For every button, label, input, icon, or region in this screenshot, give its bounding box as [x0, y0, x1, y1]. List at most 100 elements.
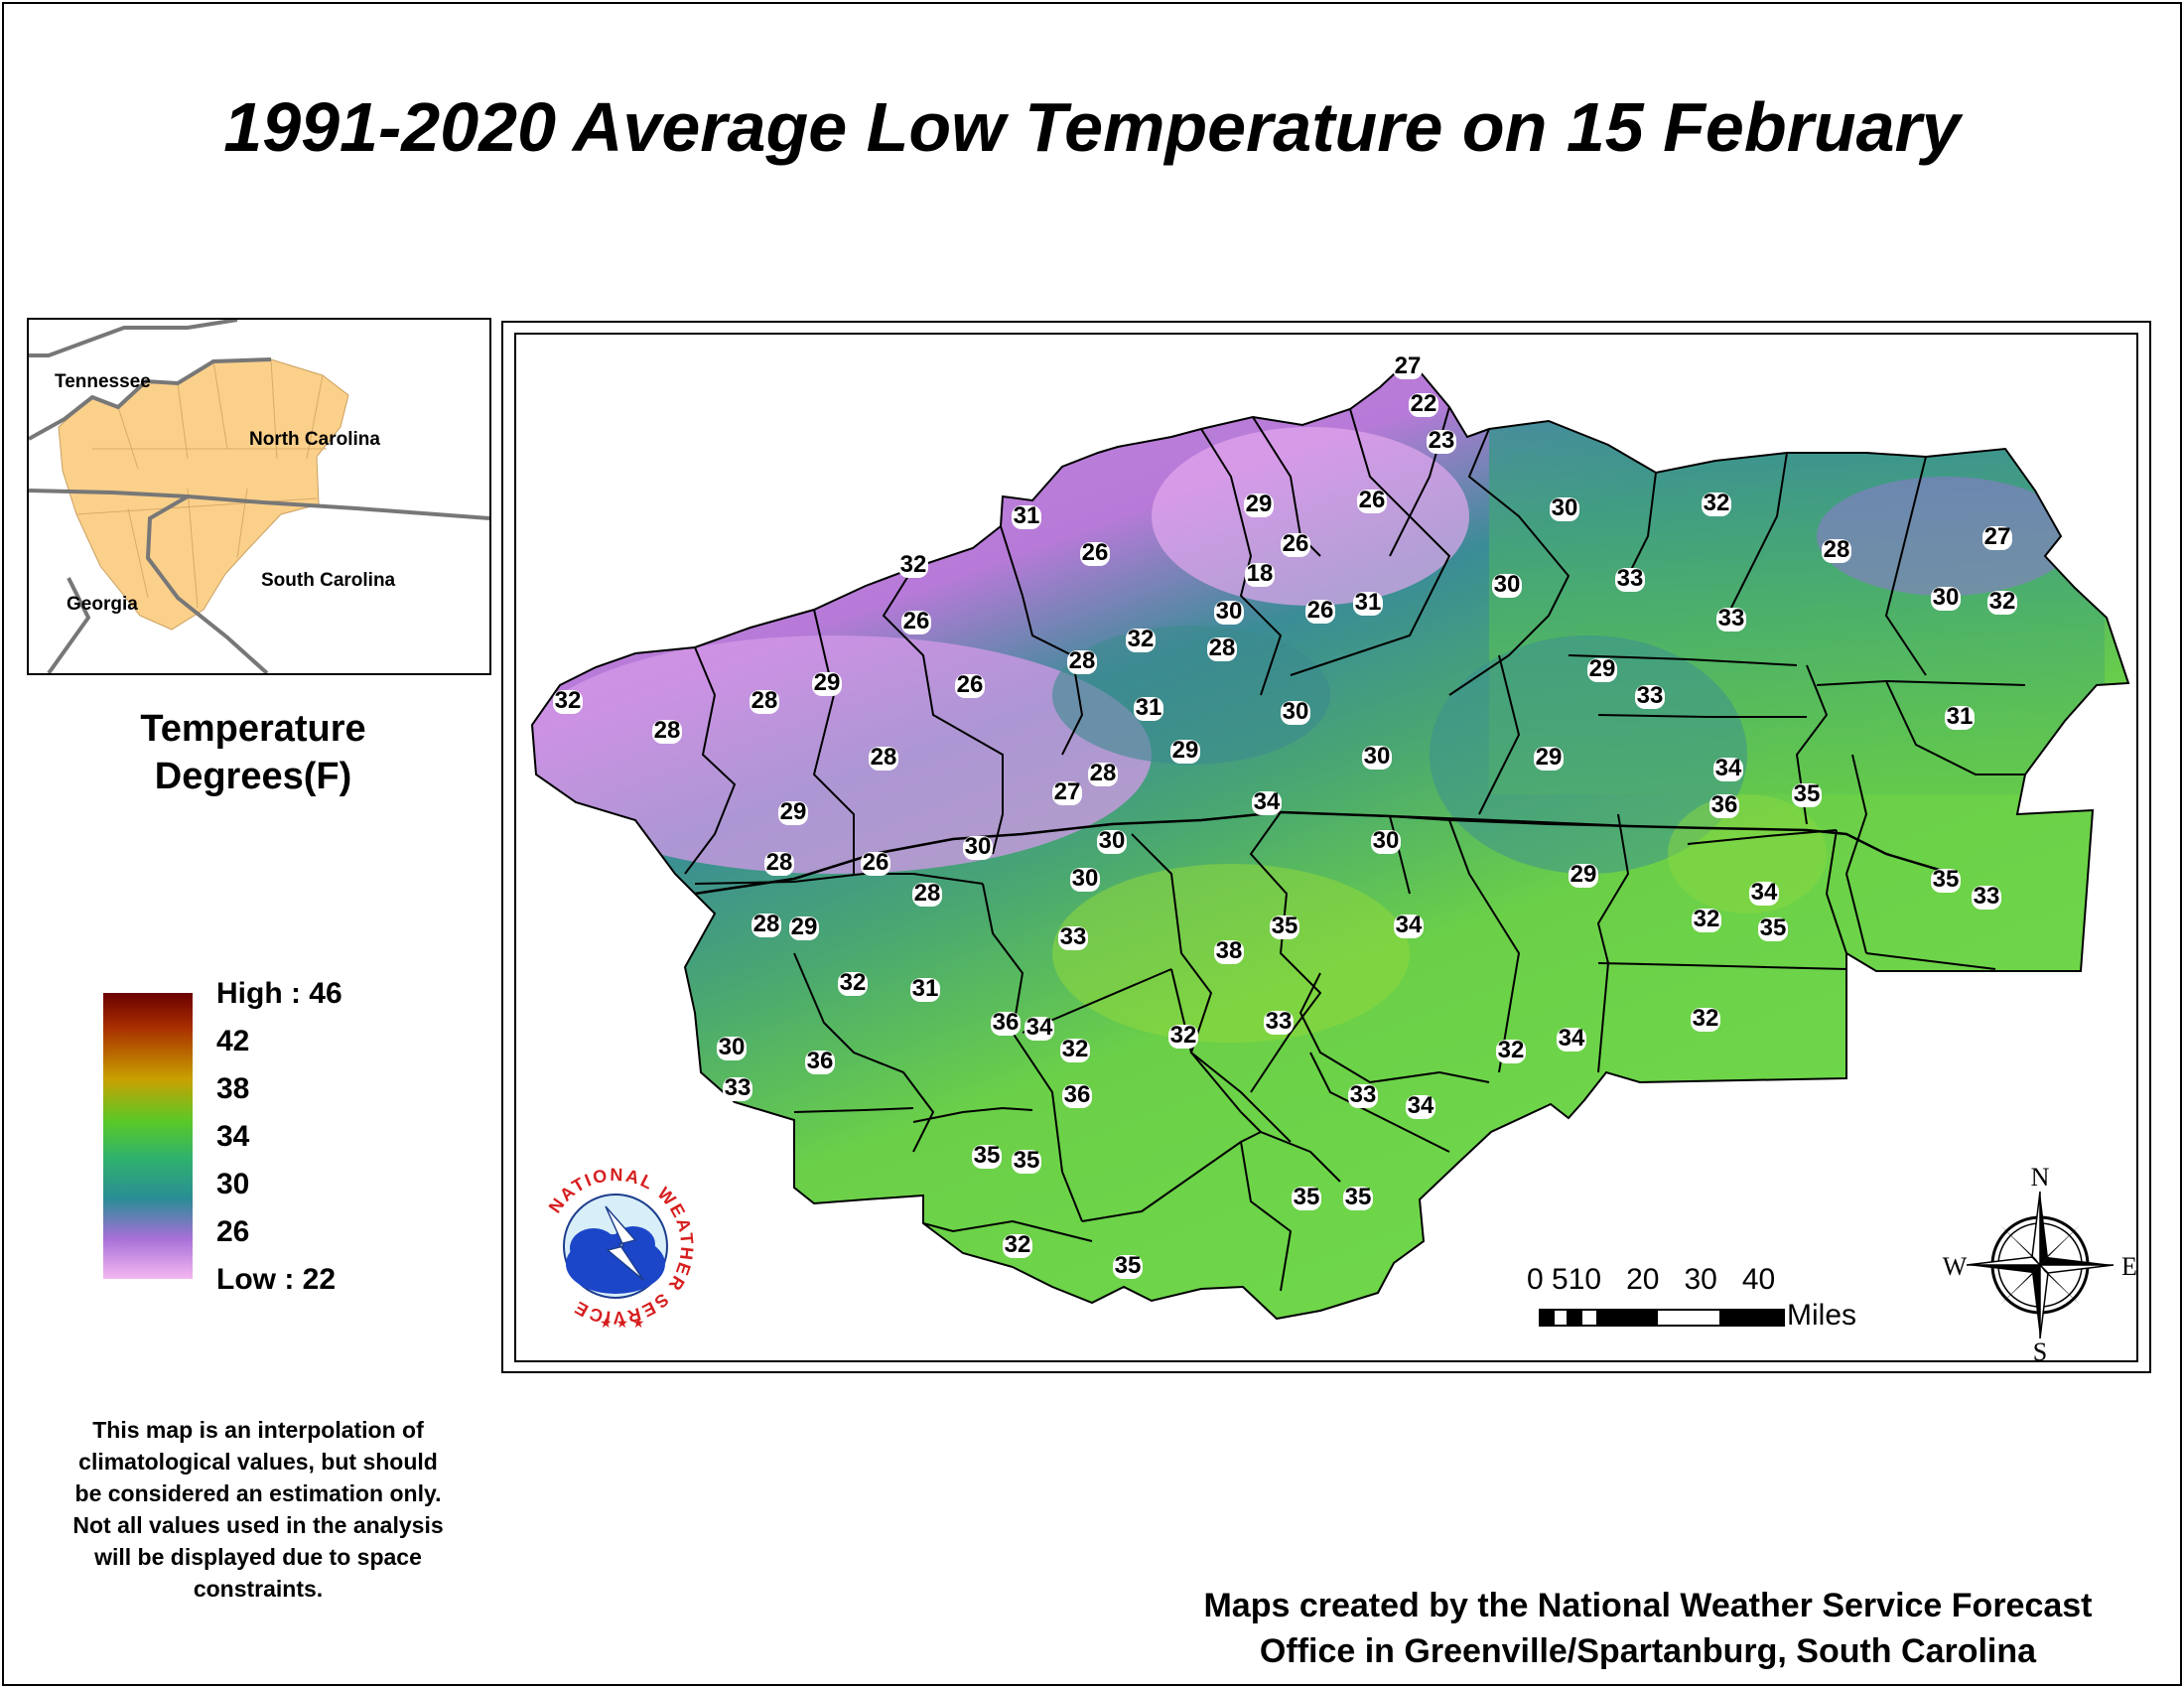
station-value-text: 32: [1170, 1022, 1197, 1049]
legend-tick-34: 34: [216, 1120, 250, 1153]
station-value-halo: [912, 883, 942, 907]
map-frame-outer: [501, 321, 2151, 1373]
station-value-text: 26: [1307, 597, 1334, 624]
station-value-halo: [1587, 658, 1617, 682]
station-value-text: 35: [1294, 1184, 1320, 1210]
station-value-label: 31: [1012, 502, 1041, 529]
station-value-text: 33: [725, 1074, 751, 1101]
station-value-label: 35: [972, 1142, 1002, 1169]
station-value-label: 30: [1371, 827, 1401, 854]
station-value-text: 30: [1494, 571, 1521, 598]
station-value-text: 35: [1345, 1184, 1372, 1210]
station-value-halo: [1931, 587, 1961, 611]
station-value-halo: [1822, 539, 1851, 563]
state-boundary-nc-sc: [694, 810, 1947, 896]
legend-tick-38: 38: [216, 1072, 250, 1105]
station-value-label: 30: [1362, 743, 1392, 770]
station-value-halo: [1113, 1255, 1143, 1279]
station-value-text: 32: [1062, 1036, 1089, 1062]
station-value-text: 30: [1373, 827, 1400, 854]
station-value-halo: [1052, 781, 1082, 805]
station-value-text: 29: [1570, 861, 1597, 888]
station-value-text: 33: [1060, 923, 1087, 950]
station-value-halo: [898, 554, 928, 578]
station-value-label: 29: [1170, 737, 1200, 764]
station-value-halo: [1357, 490, 1387, 513]
station-value-halo: [1088, 763, 1118, 786]
scale-segment: [1596, 1311, 1658, 1325]
map-region: [532, 359, 2128, 1319]
station-value-halo: [1409, 393, 1438, 417]
station-value-label: 29: [1569, 861, 1598, 888]
station-value-text: 34: [1254, 788, 1281, 815]
station-value-label: 33: [1348, 1081, 1378, 1108]
station-value-label: 32: [1987, 588, 2017, 615]
station-value-text: 35: [1760, 914, 1787, 941]
station-value-halo: [764, 852, 794, 876]
station-value-halo: [1371, 830, 1401, 854]
station-value-label: 34: [1557, 1025, 1586, 1052]
station-value-label: 30: [963, 833, 993, 860]
station-value-halo: [1207, 637, 1237, 661]
station-value-halo: [1792, 783, 1822, 807]
station-value-label: 29: [1244, 491, 1274, 517]
station-value-halo: [1749, 882, 1779, 906]
station-value-halo: [750, 690, 779, 714]
station-value-halo: [1534, 747, 1564, 771]
station-value-halo: [1982, 526, 2012, 550]
station-value-halo: [751, 914, 781, 937]
station-value-text: 28: [654, 717, 681, 744]
station-value-label: 34: [1713, 755, 1743, 781]
station-value-halo: [1281, 533, 1310, 557]
station-value-halo: [1496, 1040, 1526, 1063]
station-value-label: 31: [1134, 694, 1163, 721]
station-value-text: 31: [1355, 589, 1382, 616]
station-value-label: 30: [1931, 584, 1961, 611]
station-value-halo: [901, 611, 931, 634]
station-value-halo: [1244, 493, 1274, 517]
station-value-label: 32: [838, 969, 868, 996]
station-value-text: 28: [1209, 634, 1236, 661]
station-value-halo: [1394, 914, 1424, 938]
station-value-text: 35: [1794, 780, 1821, 807]
station-value-halo: [1427, 430, 1456, 454]
station-value-halo: [812, 672, 842, 696]
station-value-halo: [1058, 926, 1088, 950]
station-value-halo: [1931, 869, 1961, 893]
station-value-label: 32: [553, 687, 583, 714]
station-value-halo: [1393, 355, 1423, 379]
legend-tick-26: 26: [216, 1215, 250, 1248]
station-value-label: 38: [1214, 937, 1244, 964]
station-value-text: 29: [791, 914, 818, 940]
station-value-text: 28: [766, 849, 793, 876]
station-value-text: 27: [1395, 352, 1422, 379]
legend-high-label: High : 46: [216, 977, 342, 1010]
station-value-halo: [789, 916, 819, 940]
station-value-text: 26: [1283, 530, 1309, 557]
station-value-label: 28: [1088, 760, 1118, 786]
station-value-halo: [1245, 563, 1275, 587]
station-value-text: 29: [1246, 491, 1273, 517]
inset-label-south-carolina: South Carolina: [261, 570, 396, 591]
station-value-text: 32: [1694, 906, 1720, 932]
station-value-halo: [1126, 629, 1156, 652]
station-value-halo: [1406, 1095, 1435, 1119]
scale-segment: [1567, 1311, 1582, 1325]
station-value-halo: [1945, 706, 1975, 730]
station-value-label: 26: [861, 849, 890, 876]
station-value-text: 18: [1247, 560, 1274, 587]
inset-locator-map: Tennessee North Carolina South Carolina …: [27, 318, 491, 675]
station-value-halo: [910, 978, 940, 1002]
station-value-label: 30: [1070, 865, 1100, 892]
station-value-label: 32: [1060, 1036, 1090, 1062]
station-value-label: 34: [1394, 912, 1424, 938]
station-value-label: 36: [991, 1009, 1021, 1036]
station-value-halo: [861, 852, 890, 876]
station-value-halo: [1615, 568, 1645, 592]
station-value-text: 26: [903, 608, 930, 634]
legend-title-line2: Degrees(F): [154, 756, 352, 797]
station-value-halo: [1024, 1017, 1054, 1041]
